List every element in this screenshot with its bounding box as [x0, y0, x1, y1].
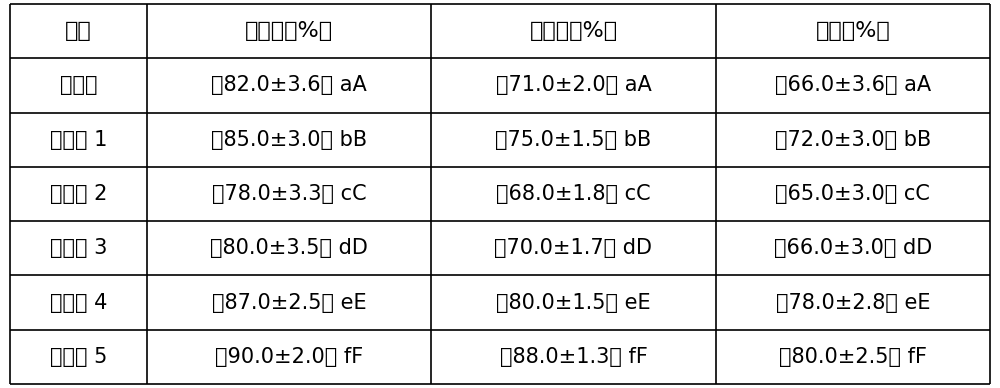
Text: （65.0±3.0） cC: （65.0±3.0） cC: [775, 184, 930, 204]
Text: 试验组 1: 试验组 1: [50, 130, 107, 150]
Text: 试验组 5: 试验组 5: [50, 347, 107, 367]
Text: （85.0±3.0） bB: （85.0±3.0） bB: [211, 130, 367, 150]
Text: （80.0±1.5） eE: （80.0±1.5） eE: [496, 293, 651, 313]
Text: 越冬率（%）: 越冬率（%）: [529, 21, 618, 41]
Text: 出苗率（%）: 出苗率（%）: [245, 21, 333, 41]
Text: （71.0±2.0） aA: （71.0±2.0） aA: [496, 75, 651, 95]
Text: （82.0±3.6） aA: （82.0±3.6） aA: [211, 75, 367, 95]
Text: 试验组 4: 试验组 4: [50, 293, 107, 313]
Text: （80.0±3.5） dD: （80.0±3.5） dD: [210, 238, 368, 258]
Text: （87.0±2.5） eE: （87.0±2.5） eE: [212, 293, 367, 313]
Text: 试验组 3: 试验组 3: [50, 238, 107, 258]
Text: （70.0±1.7） dD: （70.0±1.7） dD: [494, 238, 652, 258]
Text: （68.0±1.8） cC: （68.0±1.8） cC: [496, 184, 651, 204]
Text: 组别: 组别: [65, 21, 92, 41]
Text: 对照组: 对照组: [60, 75, 97, 95]
Text: （75.0±1.5） bB: （75.0±1.5） bB: [495, 130, 652, 150]
Text: （90.0±2.0） fF: （90.0±2.0） fF: [215, 347, 363, 367]
Text: （66.0±3.0） dD: （66.0±3.0） dD: [774, 238, 932, 258]
Text: （78.0±2.8） eE: （78.0±2.8） eE: [776, 293, 930, 313]
Text: （88.0±1.3） fF: （88.0±1.3） fF: [500, 347, 647, 367]
Text: （78.0±3.3） cC: （78.0±3.3） cC: [212, 184, 367, 204]
Text: 试验组 2: 试验组 2: [50, 184, 107, 204]
Text: 盖度（%）: 盖度（%）: [815, 21, 890, 41]
Text: （80.0±2.5） fF: （80.0±2.5） fF: [779, 347, 927, 367]
Text: （72.0±3.0） bB: （72.0±3.0） bB: [775, 130, 931, 150]
Text: （66.0±3.6） aA: （66.0±3.6） aA: [775, 75, 931, 95]
